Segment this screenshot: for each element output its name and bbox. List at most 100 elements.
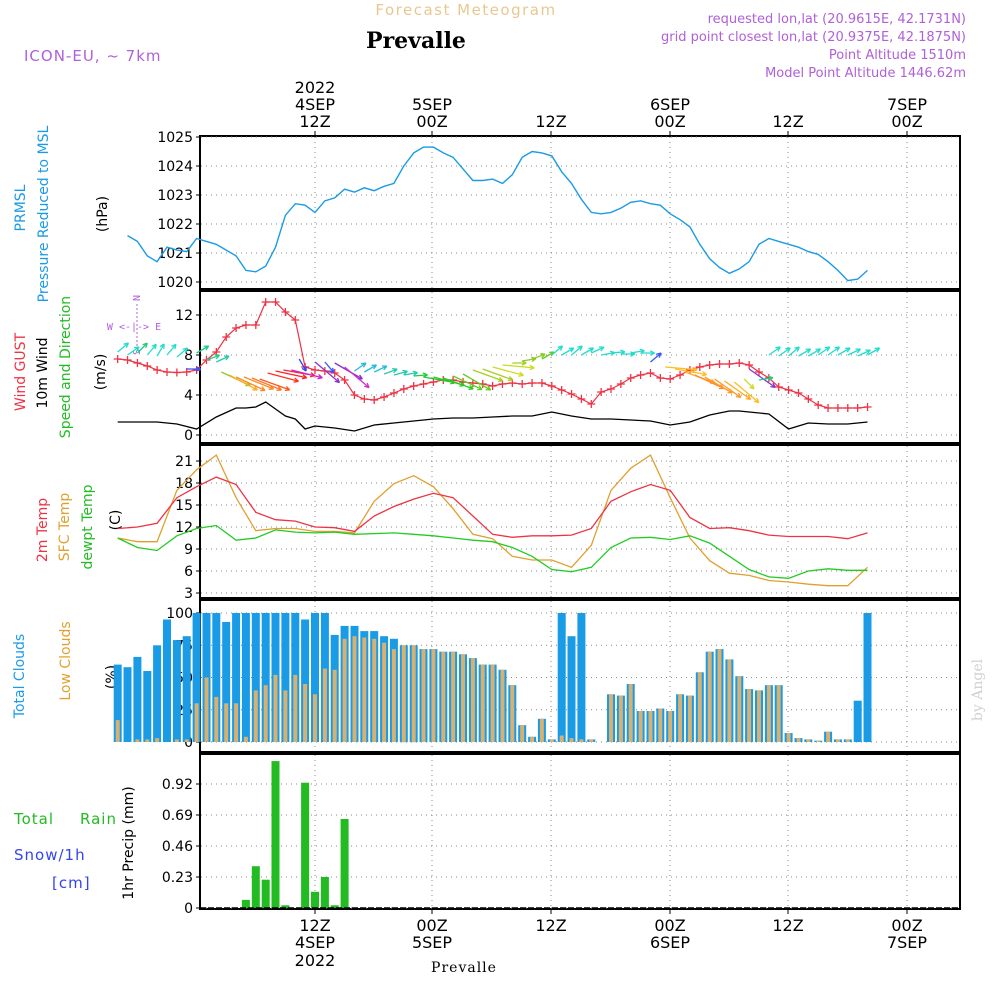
low-cloud-bar — [530, 736, 535, 742]
wind-direction-arrow — [156, 343, 165, 357]
low-cloud-bar — [490, 664, 495, 742]
temp-2m-label: 2m Temp — [35, 498, 51, 562]
low-cloud-bar — [589, 739, 594, 742]
gust-marker — [626, 374, 635, 382]
wind-direction-arrow — [743, 378, 755, 390]
low-cloud-bar — [618, 695, 623, 742]
page-title: Prevalle — [366, 28, 466, 54]
low-cloud-bar — [451, 651, 456, 742]
top-axis-date: 7SEP — [887, 95, 927, 114]
gust-marker — [380, 393, 389, 401]
wind-direction-arrow — [650, 352, 662, 363]
wind-direction-arrow — [502, 364, 535, 371]
wind-direction-arrow — [704, 376, 733, 394]
low-cloud-bar — [441, 651, 446, 742]
wind-direction-arrow — [472, 369, 504, 383]
low-cloud-bar — [204, 677, 209, 742]
bottom-axis-date: 4SEP — [295, 933, 335, 952]
wind-direction-arrow — [768, 346, 781, 356]
gust-line — [117, 301, 868, 409]
y-tick-label: 1020 — [157, 275, 193, 291]
total-cloud-bar — [192, 613, 201, 742]
low-cloud-bar — [628, 684, 633, 742]
bottom-axis-hour: 00Z — [416, 916, 447, 935]
panel-frame-0 — [199, 135, 961, 290]
low-cloud-bar — [707, 651, 712, 742]
low-cloud-bar — [845, 739, 850, 742]
total-cloud-bar — [261, 613, 270, 742]
gust-marker — [202, 356, 211, 364]
wind-direction-arrow — [847, 348, 862, 356]
gust-marker — [656, 374, 665, 382]
gust-marker — [389, 389, 398, 397]
low-cloud-bar — [461, 654, 465, 742]
top-axis-date: 5SEP — [412, 95, 452, 114]
total-cloud-bar — [182, 636, 191, 742]
top-axis-hour: 12Z — [772, 112, 803, 131]
total-cloud-bar — [133, 656, 142, 742]
total-cloud-bar — [567, 636, 576, 742]
gust-marker — [143, 362, 152, 370]
wind-direction-arrow — [196, 345, 210, 354]
low-cloud-bar — [658, 708, 663, 742]
gust-marker — [281, 308, 290, 316]
low-cloud-bar — [826, 731, 831, 742]
wind-direction-arrow — [837, 347, 851, 356]
low-cloud-bar — [678, 694, 683, 742]
low-cloud-bar — [569, 738, 574, 742]
gust-marker — [853, 404, 862, 412]
low-cloud-bar — [737, 676, 742, 742]
top-axis-hour: 00Z — [654, 112, 685, 131]
total-cloud-bar — [143, 671, 152, 742]
watermark: by Angel — [970, 658, 986, 721]
low-cloud-bar — [253, 690, 258, 742]
top-axis-hour: 00Z — [891, 112, 922, 131]
wind-direction-arrow — [482, 368, 514, 382]
gust-marker — [419, 380, 428, 388]
gust-marker — [153, 366, 162, 374]
wind-direction-arrow — [443, 377, 474, 391]
bottom-axis-date: 7SEP — [887, 933, 927, 952]
requested-coords: requested lon,lat (20.9615E, 42.1731N) — [708, 12, 966, 27]
low-cloud-bar — [362, 637, 367, 742]
y-tick-label: 0 — [184, 428, 193, 444]
hpa-label: (hPa) — [95, 196, 111, 232]
bottom-axis-hour: 12Z — [535, 916, 566, 935]
wind-direction-arrow — [452, 375, 483, 391]
low-cloud-bar — [174, 739, 179, 742]
wind-direction-arrow — [166, 343, 177, 356]
wind-direction-arrow — [275, 370, 308, 380]
total-cloud-bar — [853, 700, 862, 742]
wind-direction-arrow — [462, 373, 492, 391]
gust-marker — [251, 321, 260, 329]
wind-direction-arrow — [186, 366, 201, 372]
gust-marker — [705, 361, 714, 369]
low-cloud-bar — [283, 690, 288, 742]
low-cloud-bar — [480, 664, 485, 742]
gust-marker — [133, 359, 142, 367]
rain-bar — [301, 782, 310, 908]
total-cloud-bar — [153, 645, 162, 743]
total-cloud-bar — [241, 613, 250, 742]
y-tick-label: 0.69 — [162, 808, 193, 824]
rain-bar — [261, 879, 270, 908]
model-label: ICON-EU, ~ 7km — [24, 47, 162, 65]
rain-bar — [340, 819, 349, 908]
wind-direction-arrow — [571, 345, 583, 356]
y-tick-label: 4 — [184, 388, 193, 404]
wind-direction-arrow — [291, 369, 323, 380]
wind-direction-arrow — [531, 353, 546, 360]
low-cloud-bar — [303, 684, 308, 742]
wind-direction-arrow — [807, 348, 822, 357]
gust-marker — [784, 386, 793, 394]
gust-marker — [232, 324, 241, 332]
low-clouds-label: Low Clouds — [58, 621, 74, 700]
low-cloud-bar — [717, 649, 722, 742]
low-cloud-bar — [697, 672, 702, 742]
bottom-axis-hour: 00Z — [891, 916, 922, 935]
gust-marker — [597, 388, 606, 396]
gust-marker — [824, 404, 833, 412]
sfc-temp-label: SFC Temp — [57, 493, 73, 562]
low-cloud-bar — [234, 703, 239, 742]
